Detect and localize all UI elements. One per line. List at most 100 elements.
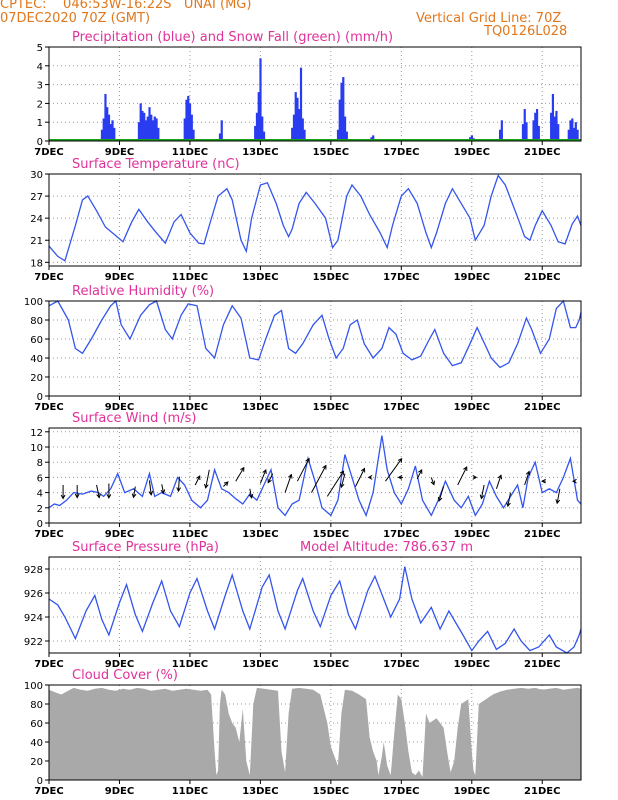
y-tick-label: 1: [37, 118, 43, 129]
wind-arrow-head: [204, 483, 209, 489]
precip-bar: [151, 120, 155, 141]
y-tick-label: 80: [30, 316, 43, 327]
x-tick-label: 9DEC: [105, 402, 134, 413]
wind-arrow-head: [223, 481, 229, 486]
precip-bar: [343, 116, 347, 141]
precip-bar: [537, 125, 540, 141]
y-tick-label: 8: [37, 458, 43, 469]
temperature-title: Surface Temperature (nC): [72, 157, 240, 172]
wind-arrow-head: [360, 467, 366, 473]
y-tick-label: 100: [24, 681, 43, 692]
precip-bar: [569, 120, 572, 141]
humidity-title: Relative Humidity (%): [72, 284, 214, 299]
precip-bar: [254, 125, 257, 141]
wind-arrow-head: [367, 475, 373, 480]
wind-arrow-head: [148, 490, 154, 496]
wind-arrow-head: [418, 468, 423, 474]
wind-arrow-head: [248, 493, 254, 499]
precip-bar: [143, 112, 146, 141]
precip-bar: [336, 129, 340, 141]
temperature-line: [48, 174, 582, 262]
cloud-cover-title: Cloud Cover (%): [72, 668, 178, 683]
x-tick-label: 21DEC: [524, 272, 560, 283]
x-tick-label: 11DEC: [172, 659, 208, 670]
wind-arrow: [524, 471, 530, 486]
wind-arrow: [556, 488, 561, 504]
x-tick-label: 7DEC: [34, 659, 63, 670]
wind-arrow: [438, 486, 445, 502]
wind-arrow-head: [196, 475, 201, 481]
wind-line: [48, 435, 582, 518]
y-tick-label: 27: [30, 192, 43, 203]
wind-arrow-head: [339, 483, 345, 489]
wind-arrow: [326, 470, 344, 497]
precip-bar: [109, 124, 112, 141]
precip-bar: [498, 129, 502, 141]
wind-arrow-head: [74, 493, 80, 499]
x-tick-label: 13DEC: [242, 529, 278, 540]
y-tick-label: 922: [24, 637, 43, 648]
x-tick-label: 21DEC: [524, 147, 560, 158]
x-tick-label: 13DEC: [242, 786, 278, 797]
temperature-frame: [48, 173, 582, 267]
wind-arrow-head: [96, 493, 101, 499]
x-tick-label: 13DEC: [242, 147, 278, 158]
x-tick-label: 13DEC: [242, 272, 278, 283]
precip-bar: [523, 109, 526, 141]
precip-bar: [150, 114, 153, 141]
x-tick-label: 19DEC: [454, 272, 490, 283]
precip-bar: [571, 118, 574, 141]
wind-arrow-head: [571, 478, 577, 484]
wind-arrow: [480, 484, 485, 499]
x-tick-label: 19DEC: [454, 402, 490, 413]
x-tick-label: 17DEC: [383, 529, 419, 540]
y-tick-label: 10: [30, 443, 43, 454]
precip-bar: [153, 116, 156, 141]
precip-bar: [155, 118, 158, 141]
x-tick-label: 11DEC: [172, 272, 208, 283]
x-tick-label: 15DEC: [313, 272, 349, 283]
precip-bar: [188, 103, 192, 141]
y-tick-label: 30: [30, 170, 43, 181]
precip-bar: [572, 127, 576, 141]
wind-arrow-head: [479, 494, 485, 500]
precip-bar: [372, 135, 375, 141]
precip-bar: [218, 133, 222, 141]
y-tick-label: 924: [24, 613, 43, 624]
humidity-frame: [48, 300, 582, 397]
x-tick-label: 13DEC: [242, 659, 278, 670]
y-tick-label: 4: [37, 489, 43, 500]
precip-bar: [534, 112, 537, 141]
x-tick-label: 7DEC: [34, 272, 63, 283]
x-tick-label: 9DEC: [105, 272, 134, 283]
precip-bar: [574, 122, 577, 141]
x-tick-label: 17DEC: [383, 272, 419, 283]
wind-arrow-head: [541, 478, 546, 484]
y-tick-label: 100: [24, 297, 43, 308]
x-tick-label: 9DEC: [105, 147, 134, 158]
x-tick-label: 17DEC: [383, 786, 419, 797]
precip-bar: [551, 94, 555, 141]
x-tick-label: 21DEC: [524, 659, 560, 670]
x-tick-label: 11DEC: [172, 786, 208, 797]
y-tick-label: 4: [37, 62, 43, 73]
wind-arrow-head: [525, 470, 531, 476]
precip-bar: [106, 107, 109, 141]
y-tick-label: 928: [24, 565, 43, 576]
x-tick-label: 15DEC: [313, 659, 349, 670]
wind-arrow: [416, 469, 423, 480]
wind-arrow: [385, 458, 403, 482]
precip-bar: [521, 124, 525, 141]
wind-frame: [48, 427, 582, 524]
precip-bar: [535, 109, 539, 141]
precip-bar: [301, 118, 304, 141]
pressure-title: Surface Pressure (hPa): [72, 540, 219, 555]
wind-arrow: [223, 481, 229, 487]
wind-arrow-head: [397, 475, 403, 480]
x-tick-label: 19DEC: [454, 659, 490, 670]
x-tick-label: 11DEC: [172, 402, 208, 413]
y-tick-label: 926: [24, 589, 43, 600]
precip-bar: [113, 127, 116, 141]
precip-bar: [107, 114, 111, 141]
